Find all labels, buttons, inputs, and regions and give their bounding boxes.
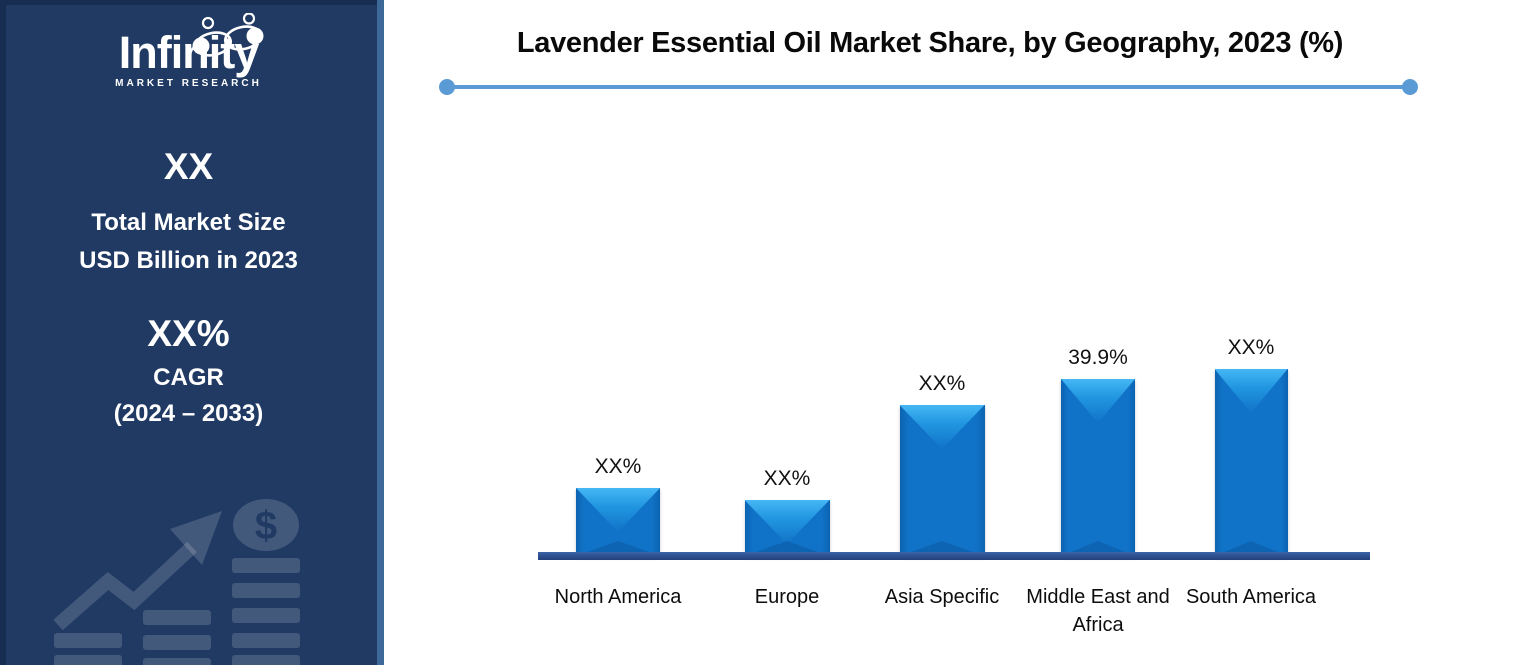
- bar-group-asia-specific: XX%: [867, 372, 1017, 556]
- x-axis-line: [538, 552, 1370, 560]
- bar-value-label: XX%: [594, 455, 642, 478]
- bar-group-north-america: XX%: [543, 455, 693, 556]
- bar-asia-specific: [899, 405, 985, 556]
- bar-middle-east-africa: [1061, 379, 1135, 556]
- brand-logo: Infinity MARKET RESEARCH: [79, 13, 299, 89]
- market-size-caption-line1: Total Market Size: [91, 208, 286, 236]
- category-label-south-america: South America: [1185, 586, 1317, 608]
- market-size-value: XX: [163, 146, 214, 187]
- category-label-middle-east-africa: Middle East and Africa: [1026, 586, 1170, 636]
- bar-value-label: XX%: [1227, 336, 1275, 359]
- bar-value-label: 39.9%: [1068, 346, 1128, 369]
- bar-north-america: [576, 488, 660, 556]
- brand-name: Infinity: [118, 27, 259, 78]
- bar-group-europe: XX%: [712, 467, 862, 556]
- bar-group-south-america: XX%: [1176, 336, 1326, 556]
- market-size-block: XX Total Market Size USD Billion in 2023: [0, 146, 377, 280]
- market-size-caption-line2: USD Billion in 2023: [79, 246, 298, 274]
- bar-value-label: XX%: [763, 467, 811, 490]
- dollar-coin-icon: [233, 499, 299, 551]
- bar-group-middle-east-africa: 39.9%: [1023, 346, 1173, 556]
- category-label-north-america: North America: [554, 586, 682, 608]
- bar-europe: [744, 500, 830, 556]
- coin-stack-icon: [54, 558, 300, 665]
- svg-text:$: $: [255, 504, 277, 548]
- growth-arrow-icon: [53, 511, 222, 631]
- bar-south-america: [1214, 369, 1288, 556]
- cagr-block: XX% CAGR (2024 – 2033): [0, 312, 377, 433]
- sidebar: Infinity MARKET RESEARCH XX Total Market…: [0, 0, 384, 665]
- bar-value-label: XX%: [918, 372, 966, 395]
- brand-subtitle: MARKET RESEARCH: [115, 78, 262, 89]
- chart-title: Lavender Essential Oil Market Share, by …: [516, 27, 1344, 59]
- category-label-asia-specific: Asia Specific: [884, 586, 1000, 608]
- cagr-value: XX%: [147, 312, 230, 354]
- finance-growth-watermark: $: [53, 499, 300, 665]
- category-label-europe: Europe: [754, 586, 820, 608]
- cagr-label: CAGR: [153, 364, 224, 392]
- cagr-period: (2024 – 2033): [113, 400, 264, 428]
- title-divider: [439, 79, 1418, 95]
